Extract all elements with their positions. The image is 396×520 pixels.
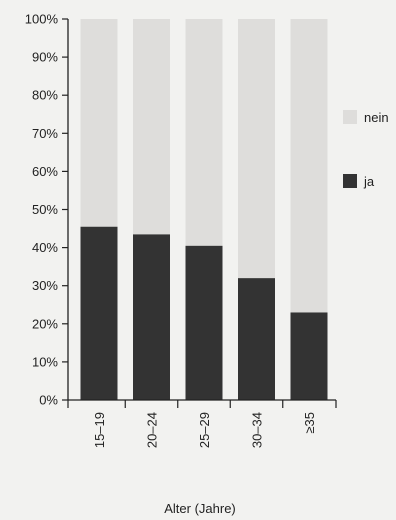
legend-label-nein: nein: [364, 110, 389, 125]
y-tick-label: 40%: [32, 240, 58, 255]
bar-nein-2: [133, 19, 170, 235]
y-tick-label: 30%: [32, 278, 58, 293]
bar-ja-5: [290, 312, 328, 400]
x-tick-label: ≥35: [302, 412, 317, 434]
bar-ja-1: [80, 226, 118, 400]
x-tick-label: 20–24: [145, 412, 160, 448]
x-tick-label: 25–29: [197, 412, 212, 448]
bar-nein-3: [185, 19, 223, 246]
y-tick-label: 50%: [32, 202, 58, 217]
y-tick-label: 20%: [32, 316, 58, 331]
y-tick-label: 0%: [39, 393, 58, 408]
axes-group: [62, 18, 337, 408]
y-tick-label: 70%: [32, 126, 58, 141]
bars-group: [80, 19, 328, 400]
bar-nein-1: [80, 19, 118, 227]
legend-label-ja: ja: [363, 174, 375, 189]
bar-nein-4: [238, 19, 275, 279]
legend-swatch-ja: [343, 174, 357, 188]
plot-area: 0% 10% 20% 30% 40% 50% 60% 70% 80% 90% 100% 15–19 20…: [25, 12, 337, 449]
tick-labels-group: 0% 10% 20% 30% 40% 50% 60% 70% 80% 90% 100% 15–19 20…: [25, 12, 317, 449]
y-tick-label: 90%: [32, 50, 58, 65]
legend-swatch-nein: [343, 110, 357, 124]
y-tick-label: 100%: [25, 12, 59, 27]
x-tick-label: 15–19: [92, 412, 107, 448]
bar-ja-2: [133, 234, 170, 400]
bar-ja-3: [185, 245, 223, 400]
y-tick-label: 60%: [32, 164, 58, 179]
bar-ja-4: [238, 278, 275, 400]
x-tick-label: 30–34: [250, 412, 265, 448]
y-tick-label: 80%: [32, 88, 58, 103]
y-tick-label: 10%: [32, 354, 58, 369]
x-axis-title: Alter (Jahre): [164, 501, 236, 516]
legend: nein ja: [343, 110, 389, 189]
bar-nein-5: [290, 19, 328, 313]
